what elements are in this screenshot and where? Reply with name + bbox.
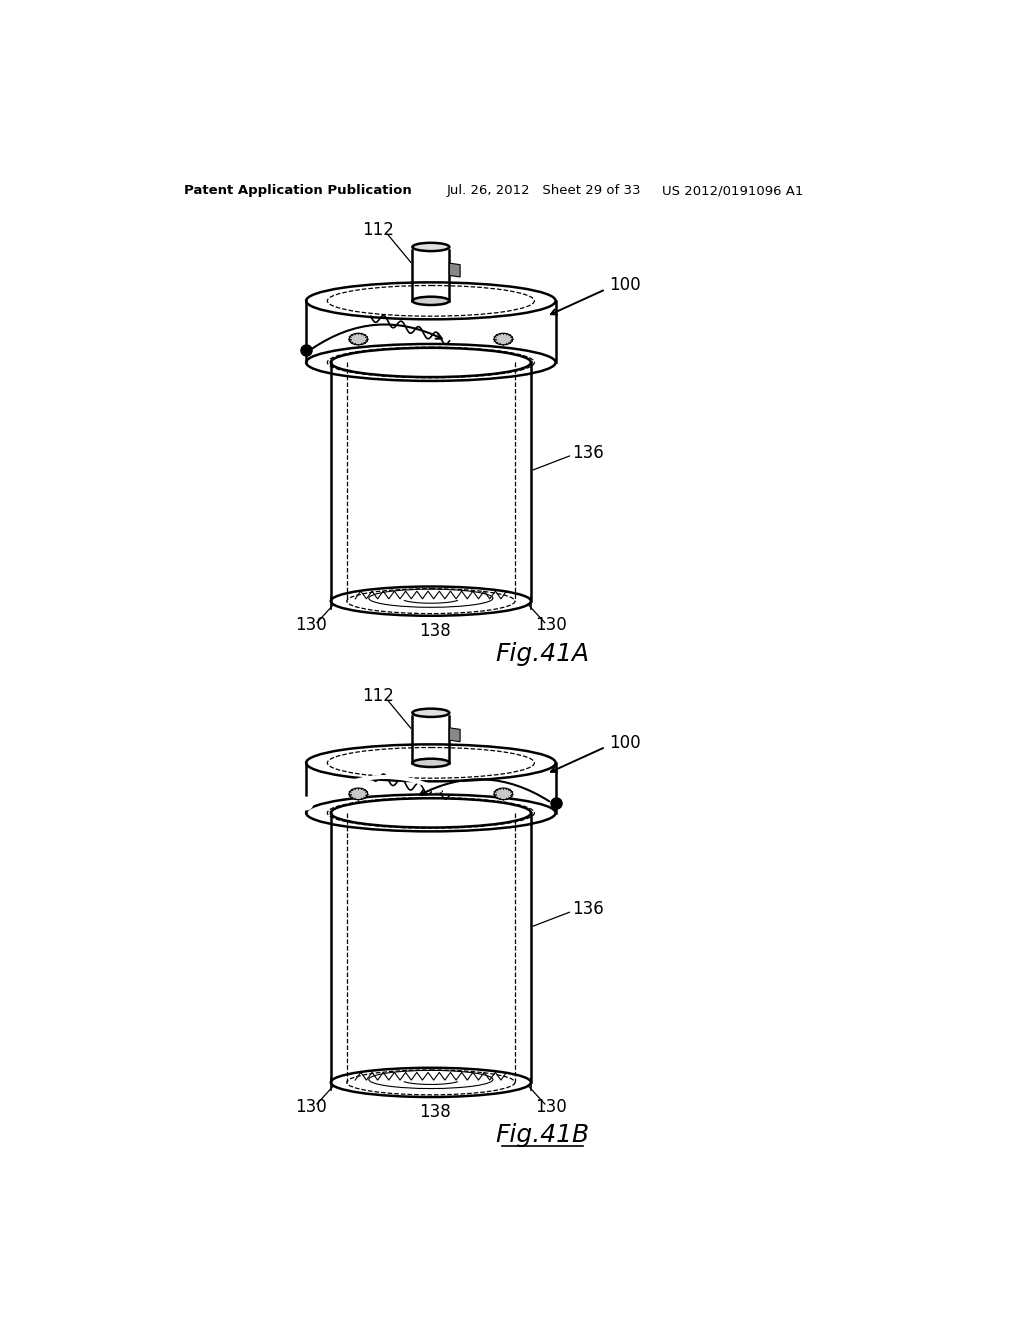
Text: 136: 136 [572,900,604,919]
Text: 100: 100 [609,734,641,752]
Text: Patent Application Publication: Patent Application Publication [184,185,413,197]
Text: 130: 130 [536,1098,567,1115]
Ellipse shape [413,759,450,767]
Text: 138: 138 [419,1104,451,1121]
Text: Fig.41A: Fig.41A [496,642,590,665]
Text: 112: 112 [362,220,394,239]
Ellipse shape [413,243,450,251]
Ellipse shape [413,297,450,305]
Ellipse shape [349,333,368,345]
Text: Fig.41B: Fig.41B [496,1123,590,1147]
Text: 130: 130 [295,1098,327,1115]
Ellipse shape [349,788,368,800]
Text: 138: 138 [419,622,451,640]
Text: 130: 130 [295,616,327,635]
Text: 100: 100 [609,276,641,294]
Text: US 2012/0191096 A1: US 2012/0191096 A1 [662,185,803,197]
Text: 136: 136 [572,444,604,462]
Text: 130: 130 [536,616,567,635]
Polygon shape [450,263,460,277]
Text: Jul. 26, 2012   Sheet 29 of 33: Jul. 26, 2012 Sheet 29 of 33 [446,185,641,197]
Ellipse shape [495,788,513,800]
Ellipse shape [495,333,513,345]
Text: 112: 112 [362,686,394,705]
Ellipse shape [413,709,450,717]
Polygon shape [450,727,460,742]
